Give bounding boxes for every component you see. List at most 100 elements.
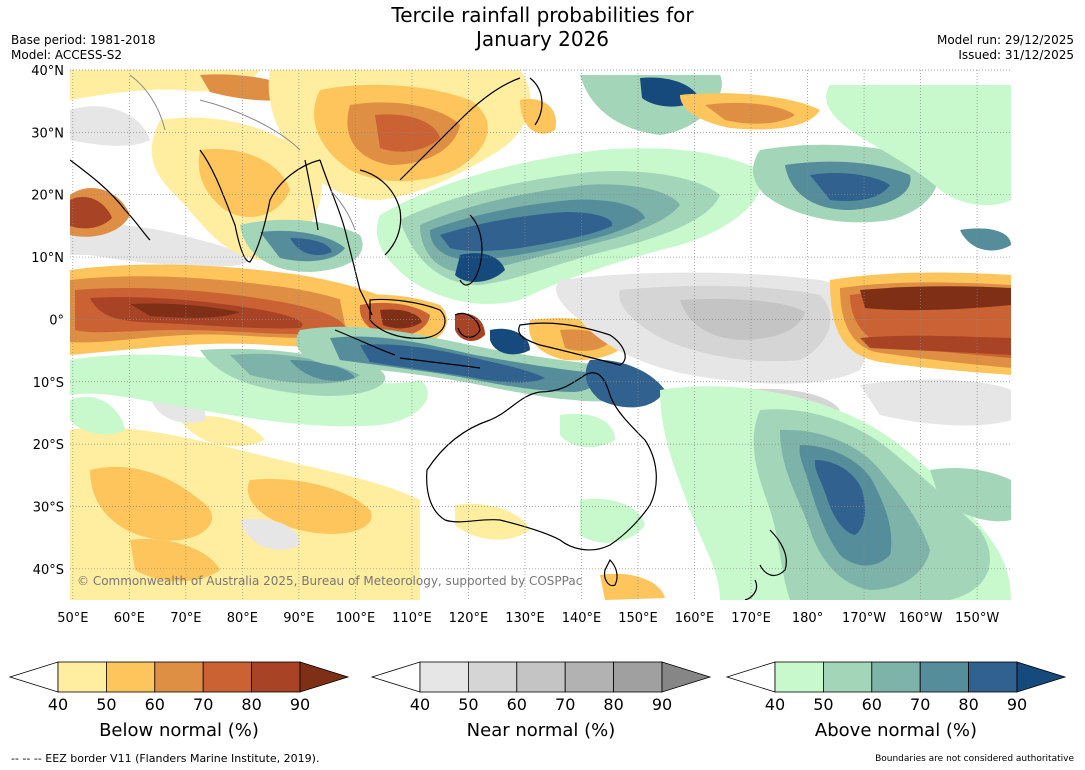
lon-tick-label: 80°E: [227, 611, 258, 626]
colorbar-segment: [202, 661, 252, 693]
lat-tick-label: 30°N: [31, 126, 64, 141]
chart-title-line2: January 2026: [475, 27, 610, 51]
lat-tick-label: 20°S: [33, 438, 64, 453]
eez-legend: -- -- -- EEZ border V11 (Flanders Marine…: [11, 752, 319, 765]
australia-coast: [426, 372, 657, 551]
colorbar-over-triangle: [661, 661, 712, 693]
country-borders: [129, 74, 356, 231]
philippines-coast: [459, 214, 483, 286]
colorbar-segment: [419, 661, 469, 693]
map-field: [70, 70, 1011, 600]
colorbar-segment: [968, 661, 1018, 693]
java-coast: [399, 357, 481, 369]
lon-tick-label: 90°E: [283, 611, 314, 626]
base-period: Base period: 1981-2018: [11, 33, 156, 47]
new-guinea-coast: [518, 322, 626, 366]
colorbar-segment: [613, 661, 663, 693]
colorbar-tick-label: 60: [507, 695, 527, 714]
below-normal-central-pacific: [680, 93, 1011, 375]
issue-date: Issued: 31/12/2025: [958, 48, 1074, 62]
australia-field: [450, 398, 665, 600]
colorbar-tick-label: 50: [96, 695, 116, 714]
lon-labels: 50°E 60°E 70°E 80°E 90°E 100°E 110°E 120°E 130°E…: [57, 611, 999, 626]
colorbar-tick-label: 90: [290, 695, 310, 714]
colorbar-under-triangle: [370, 661, 421, 693]
lon-tick-label: 180°: [792, 611, 823, 626]
border-line: [129, 74, 166, 131]
lon-tick-label: 100°E: [336, 611, 376, 626]
lat-tick-label: 30°S: [33, 500, 64, 515]
chart-title-line1: Tercile rainfall probabilities for: [391, 3, 694, 27]
lon-tick-label: 50°E: [57, 611, 88, 626]
lon-tick-label: 160°E: [675, 611, 715, 626]
lat-labels: 40°N 30°N 20°N 10°N 0° 10°S 20°S 30°S 40°S: [31, 64, 64, 578]
eez-legend-text: -- -- -- EEZ border V11 (Flanders Marine…: [11, 752, 320, 765]
colorbar-over-triangle: [1016, 661, 1067, 693]
colorbar-tick-label: 70: [555, 695, 575, 714]
above-normal-indonesia: [296, 326, 665, 408]
above-normal-south-pacific: [660, 386, 1011, 600]
colorbar-segment: [823, 661, 873, 693]
lat-tick-label: 0°: [49, 313, 64, 328]
colorbar-tick-label: 80: [603, 695, 623, 714]
colorbar-tick-label: 40: [48, 695, 68, 714]
lon-tick-label: 140°E: [562, 611, 602, 626]
colorbar-tick-label: 40: [410, 695, 430, 714]
colorbar-tick-label: 80: [958, 695, 978, 714]
above-normal-bay-of-bengal: [240, 219, 363, 272]
lat-tick-label: 10°N: [31, 251, 64, 266]
lon-tick-label: 150°E: [618, 611, 658, 626]
colorbar-tick-label: 50: [458, 695, 478, 714]
border-line: [329, 189, 356, 231]
lat-tick-label: 20°N: [31, 189, 64, 204]
lat-tick-label: 40°S: [33, 563, 64, 578]
lon-tick-label: 160°W: [898, 611, 942, 626]
sulawesi-coast: [454, 312, 481, 338]
lon-tick-label: 170°W: [842, 611, 886, 626]
colorbar-tick-label: 70: [193, 695, 213, 714]
colorbar-segment: [57, 661, 107, 693]
lat-tick-label: 10°S: [33, 376, 64, 391]
colorbars: 40 50 60 70 80 90 Below normal (%) 40 50 60 70 80 90…: [8, 661, 1067, 741]
colorbar-segment: [564, 661, 615, 693]
below-normal-southwest: [70, 394, 420, 600]
myanmar-coast: [304, 159, 319, 231]
above-normal-west-pacific: [376, 75, 1011, 304]
below-normal-maritime: [340, 294, 630, 361]
lat-tick-label: 40°N: [31, 64, 64, 79]
colorbar-2: 40 50 60 70 80 90 Near normal (%): [370, 661, 712, 741]
colorbar-segment: [467, 661, 518, 693]
new-zealand-coast: [744, 529, 787, 600]
lon-tick-label: 150°W: [955, 611, 999, 626]
lon-tick-label: 60°E: [114, 611, 145, 626]
colorbar-segment: [516, 661, 566, 693]
colorbar-title: Near normal (%): [467, 720, 616, 741]
near-normal-equatorial-pacific: [556, 272, 1011, 426]
china-coast: [399, 77, 521, 181]
colorbar-tick-label: 50: [813, 695, 833, 714]
copyright-notice: © Commonwealth of Australia 2025, Bureau…: [77, 574, 583, 588]
colorbar-tick-label: 60: [145, 695, 165, 714]
japan-coast: [529, 77, 543, 126]
border-line: [199, 99, 301, 151]
colorbar-segment: [774, 661, 824, 693]
lon-tick-label: 110°E: [392, 611, 432, 626]
colorbar-segment: [106, 661, 156, 693]
colorbar-3: 40 50 60 70 80 90 Above normal (%): [725, 661, 1067, 741]
below-normal-east-asia: [268, 70, 556, 200]
lon-tick-label: 70°E: [170, 611, 201, 626]
gridlines: [70, 69, 1011, 600]
lon-tick-label: 120°E: [449, 611, 489, 626]
colorbar-segment: [871, 661, 921, 693]
colorbar-tick-label: 90: [1007, 695, 1027, 714]
colorbar-under-triangle: [8, 661, 59, 693]
model-name: Model: ACCESS-S2: [11, 48, 123, 62]
arabia-coast: [70, 159, 151, 241]
colorbar-tick-label: 40: [765, 695, 785, 714]
boundary-note: Boundaries are not considered authoritat…: [875, 754, 1074, 764]
model-run: Model run: 29/12/2025: [936, 33, 1074, 47]
colorbar-tick-label: 90: [652, 695, 672, 714]
colorbar-tick-label: 70: [910, 695, 930, 714]
india-coast: [199, 149, 321, 263]
